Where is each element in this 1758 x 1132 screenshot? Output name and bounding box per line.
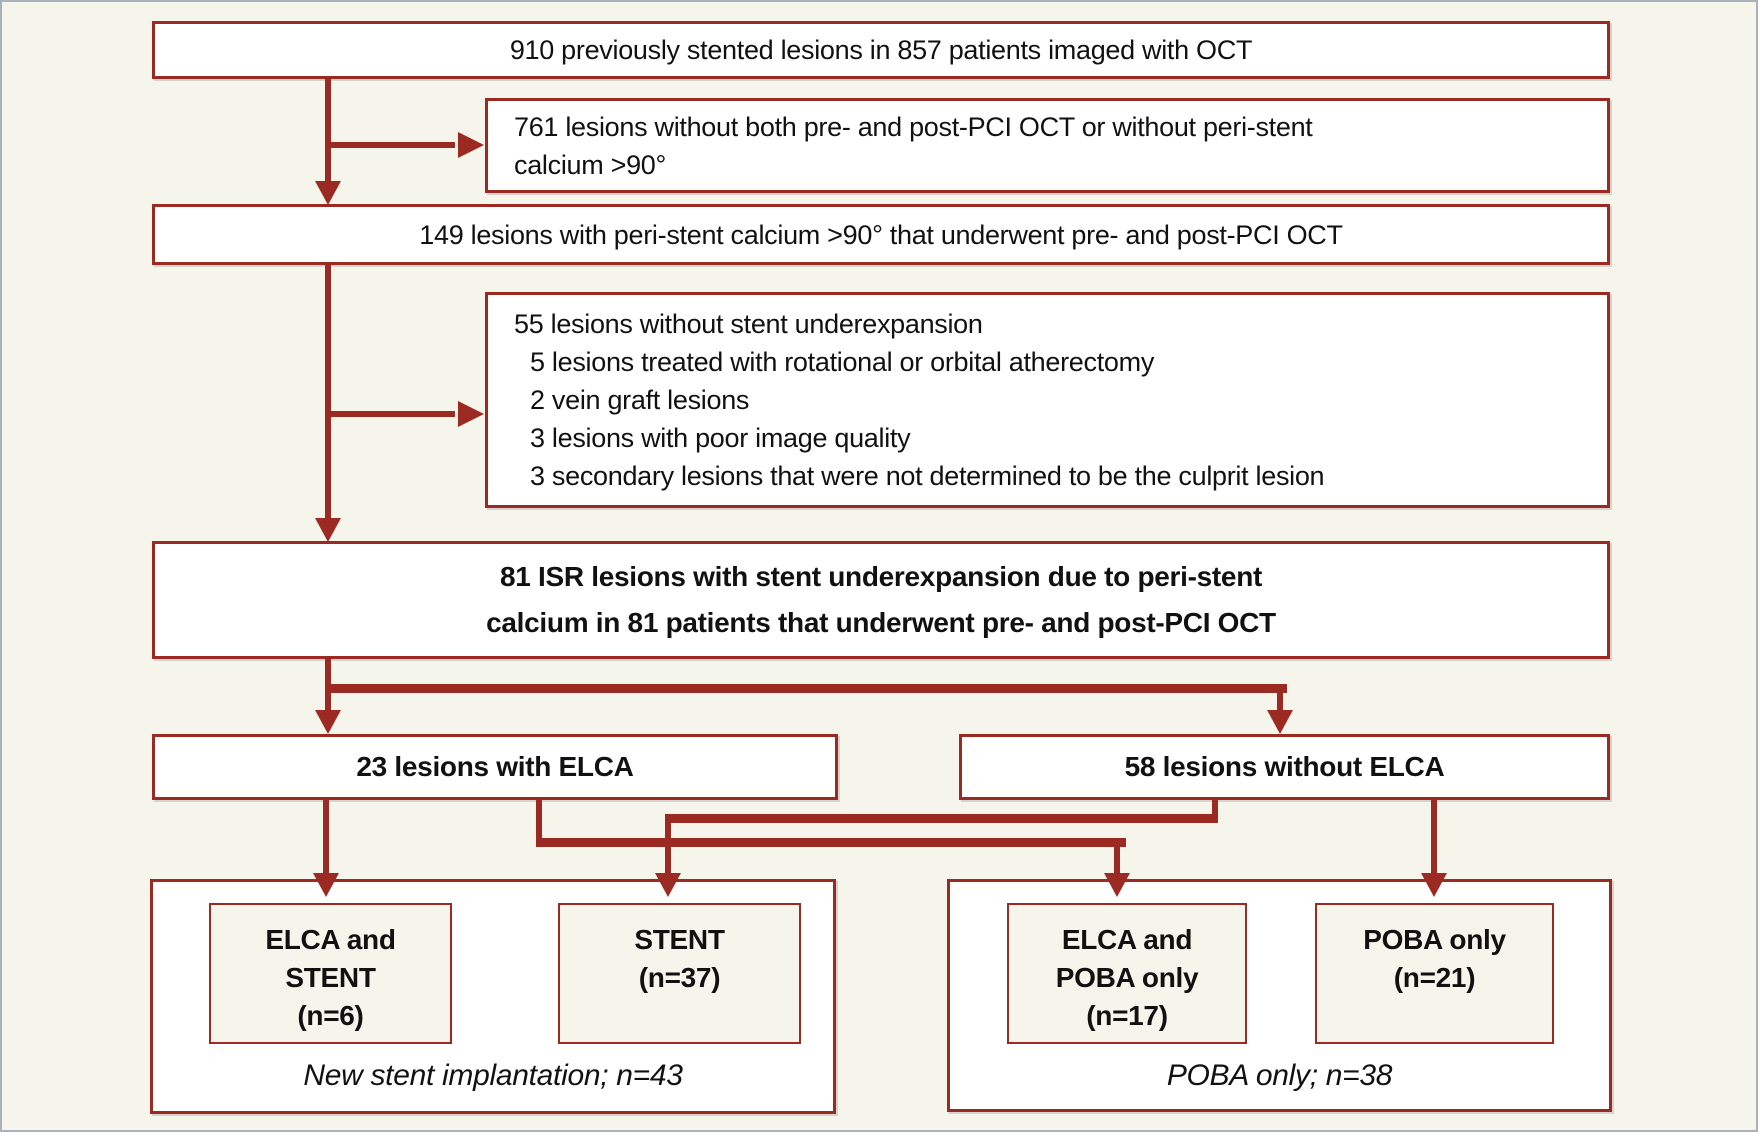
arrowhead-right-icon [458,132,484,158]
connector-cohort-to-noelca [1277,684,1283,714]
arrowhead-down-icon [315,518,341,542]
connector-cohort-split [325,684,1287,693]
box-exclusion-761: 761 lesions without both pre- and post-P… [485,98,1610,193]
box-23-elca-text: 23 lesions with ELCA [356,751,634,782]
box-exclusion-details: 55 lesions without stent underexpansion … [485,292,1610,508]
exclusion2-line: 2 vein graft lesions [530,385,750,415]
box-23-elca: 23 lesions with ELCA [152,734,838,800]
exclusion2-line: 3 secondary lesions that were not determ… [530,461,1325,491]
box-elca-and-stent: ELCA and STENT (n=6) [209,903,452,1044]
outcome-line: STENT [634,924,725,955]
connector-noelca-to-poba [1431,799,1437,875]
connector-elca-to-poba-horizontal [536,838,1126,847]
arrowhead-down-icon [1104,873,1130,897]
box-poba-only: POBA only (n=21) [1315,903,1554,1044]
box-58-no-elca-text: 58 lesions without ELCA [1124,751,1445,782]
outcome-line: STENT [285,962,376,993]
outcome-line: POBA only [1363,924,1506,955]
exclusion1-line: 761 lesions without both pre- and post-P… [514,111,1313,142]
outcome-line: (n=6) [297,1000,364,1031]
arrowhead-down-icon [655,873,681,897]
connector-branch-exclusion2 [325,411,455,417]
outcome-line: POBA only [1055,962,1199,993]
connector-total-to-eligible [325,78,331,186]
box-910-total: 910 previously stented lesions in 857 pa… [152,21,1610,79]
box-elca-and-poba: ELCA and POBA only (n=17) [1007,903,1247,1044]
exclusion2-line: 5 lesions treated with rotational or orb… [530,347,1155,377]
box-910-total-text: 910 previously stented lesions in 857 pa… [509,35,1253,65]
outcome-line: (n=37) [638,962,721,993]
connector-eligible-to-cohort [325,264,331,524]
connector-noelca-to-stent-horizontal [665,814,1218,823]
arrowhead-down-icon [315,710,341,734]
cohort-line: 81 ISR lesions with stent underexpansion… [499,561,1263,592]
arrowhead-down-icon [315,181,341,205]
connector-elca-drop [536,799,542,844]
caption-new-stent: New stent implantation; n=43 [303,1059,683,1092]
cohort-line: calcium in 81 patients that underwent pr… [486,607,1276,638]
arrowhead-right-icon [458,401,484,427]
arrowhead-down-icon [1421,873,1447,897]
box-stent: STENT (n=37) [558,903,801,1044]
connector-elca-to-poba-drop [1114,838,1120,875]
box-81-isr-cohort: 81 ISR lesions with stent underexpansion… [152,541,1610,659]
connector-elca-to-elca-stent [323,799,329,875]
connector-noelca-drop [1212,799,1218,821]
exclusion1-line: calcium >90° [514,149,667,180]
outcome-line: ELCA and [265,924,396,955]
caption-poba: POBA only; n=38 [1166,1059,1393,1092]
outcome-line: (n=17) [1086,1000,1168,1031]
outcome-line: ELCA and [1061,924,1193,955]
connector-branch-exclusion1 [325,142,455,148]
arrowhead-down-icon [313,873,339,897]
outcome-line: (n=21) [1393,962,1476,993]
exclusion2-line: 3 lesions with poor image quality [530,423,911,453]
box-58-no-elca: 58 lesions without ELCA [959,734,1610,800]
box-149-eligible-text: 149 lesions with peri-stent calcium >90°… [419,219,1343,250]
exclusion2-line: 55 lesions without stent underexpansion [514,309,983,339]
box-149-eligible: 149 lesions with peri-stent calcium >90°… [152,204,1610,265]
arrowhead-down-icon [1267,710,1293,734]
